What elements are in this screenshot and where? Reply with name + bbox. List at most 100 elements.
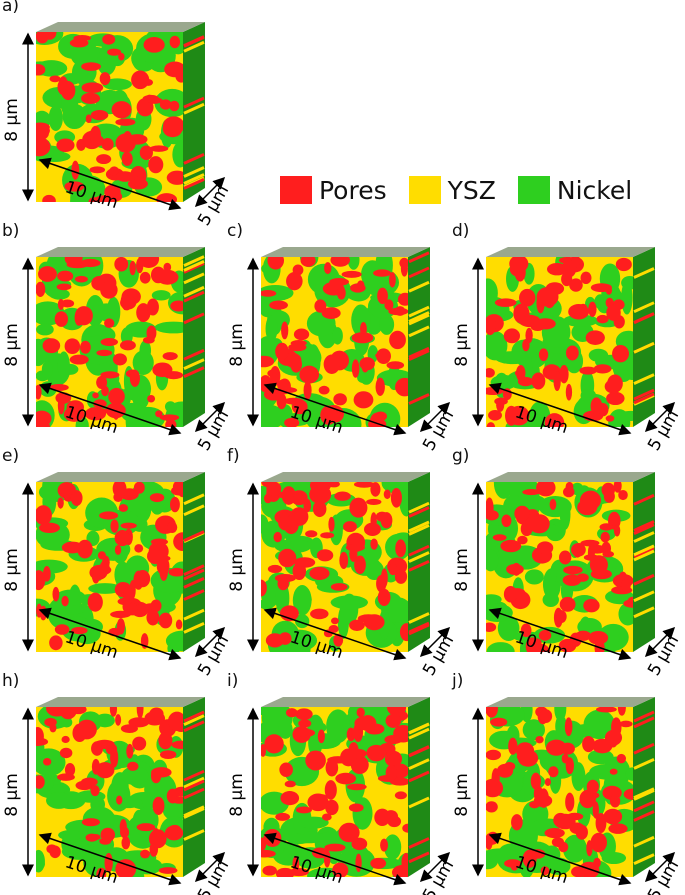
pore-blob: [590, 832, 607, 853]
pore-blob: [152, 362, 173, 378]
pore-blob: [384, 299, 394, 311]
pore-blob: [36, 63, 46, 76]
pore-blob: [114, 544, 122, 555]
side-stripe: [183, 504, 205, 517]
side-stripe: [633, 531, 655, 543]
nickel-blob: [38, 484, 61, 501]
side-stripe: [183, 35, 205, 48]
pore-blob: [562, 486, 575, 498]
pore-blob: [580, 539, 600, 547]
side-stripe: [633, 758, 655, 770]
pore-blob: [294, 557, 316, 568]
nickel-blob: [486, 331, 508, 361]
side-stripe: [408, 325, 430, 338]
pore-blob: [370, 538, 378, 550]
side-stripe: [183, 568, 205, 581]
pore-blob: [36, 32, 49, 44]
pore-blob: [261, 355, 275, 368]
pore-blob: [114, 257, 129, 272]
front-face: [36, 707, 183, 877]
pore-blob: [81, 62, 101, 71]
pore-blob: [119, 340, 136, 351]
pore-blob: [370, 512, 377, 530]
pore-blob: [159, 750, 177, 760]
side-stripe: [633, 590, 655, 603]
pore-blob: [309, 566, 330, 580]
pore-blob: [317, 729, 325, 744]
pore-blob: [81, 92, 101, 104]
pore-blob: [127, 761, 139, 771]
nickel-blob: [542, 592, 559, 607]
nickel-blob: [555, 714, 567, 738]
width-arrow: [38, 382, 182, 436]
side-stripe: [183, 166, 205, 178]
pore-blob: [261, 743, 267, 757]
side-stripe: [183, 348, 205, 361]
panel-i: 8 µm 10 µm 5 µm i): [225, 671, 458, 895]
nickel-blob: [399, 484, 408, 517]
side-stripe: [183, 255, 205, 267]
pore-blob: [139, 271, 151, 284]
pore-blob: [44, 717, 57, 727]
pore-blob: [52, 586, 60, 602]
pore-blob: [158, 612, 173, 629]
pore-blob: [500, 539, 522, 553]
pore-blob: [565, 383, 573, 401]
depth-arrow: [419, 851, 451, 883]
pore-blob: [116, 795, 123, 805]
pore-blob: [330, 617, 339, 625]
side-stripe: [183, 608, 205, 621]
side-stripe: [183, 720, 205, 733]
side-stripe: [633, 742, 655, 755]
pore-blob: [377, 588, 391, 607]
width-arrow: [263, 382, 407, 436]
pore-blob: [546, 739, 567, 756]
pore-blob: [54, 311, 69, 327]
pore-blob: [501, 514, 512, 528]
pore-blob: [604, 379, 622, 394]
pore-blob: [349, 497, 368, 518]
pore-blob: [336, 286, 346, 300]
pore-blob: [387, 707, 407, 717]
pore-blob: [536, 482, 556, 497]
pore-blob: [490, 717, 508, 727]
top-face: [261, 697, 430, 707]
side-stripe: [183, 493, 205, 506]
nickel-blob: [326, 709, 350, 744]
height-label: 8 µm: [227, 323, 247, 367]
pore-blob: [335, 772, 357, 785]
panel-d: 8 µm 10 µm 5 µm d): [450, 221, 683, 454]
pore-blob: [90, 110, 109, 121]
pore-blob: [363, 522, 381, 537]
pore-blob: [147, 394, 156, 403]
pore-blob: [94, 739, 115, 749]
side-stripe: [633, 549, 655, 562]
pore-blob: [621, 579, 631, 592]
side-stripe: [183, 173, 205, 185]
pore-blob: [563, 565, 583, 575]
pore-blob: [385, 764, 398, 782]
pore-blob: [36, 570, 46, 591]
side-face: [408, 247, 430, 427]
side-stripe: [633, 523, 655, 536]
side-stripe: [633, 546, 655, 559]
pore-blob: [273, 531, 282, 543]
pore-blob: [278, 515, 293, 531]
nickel-blob: [154, 321, 183, 334]
pore-blob: [121, 836, 131, 850]
pore-blob: [609, 768, 618, 775]
pore-blob: [355, 853, 362, 873]
pore-blob: [99, 72, 111, 86]
nickel-blob: [589, 764, 626, 780]
pore-blob: [295, 806, 313, 814]
pore-blob: [152, 796, 165, 815]
nickel-blob: [49, 358, 61, 381]
pore-blob: [370, 482, 381, 497]
side-stripe: [183, 96, 205, 109]
pore-blob: [64, 257, 83, 267]
side-stripe: [408, 621, 430, 634]
pore-blob: [61, 735, 70, 744]
side-stripe: [633, 787, 655, 800]
pore-blob: [38, 522, 60, 533]
